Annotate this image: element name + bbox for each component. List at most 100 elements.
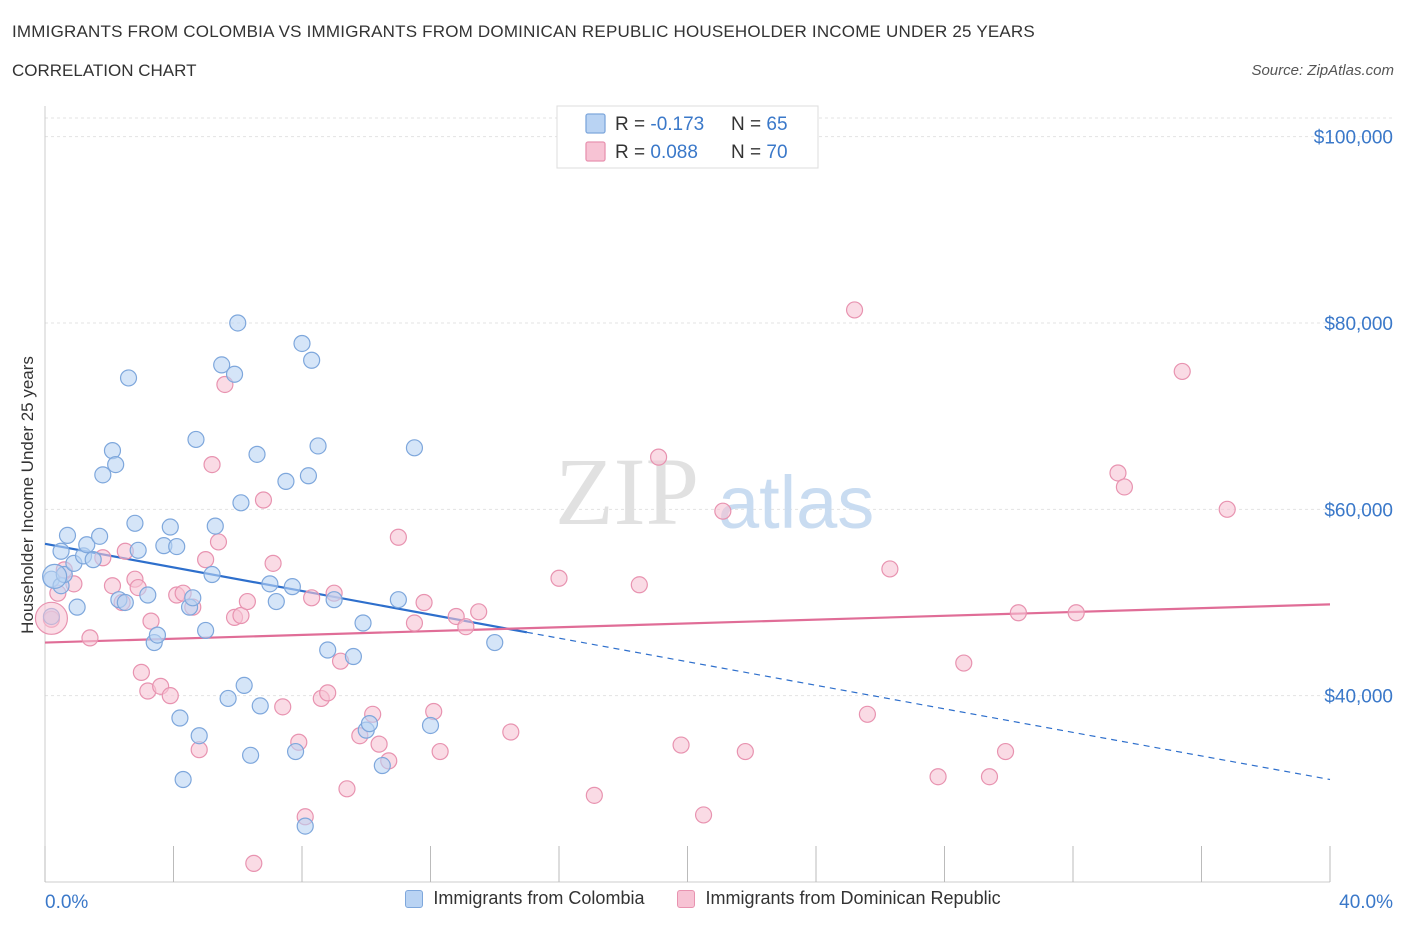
point-colombia (119, 369, 138, 387)
point-dominican-republic (425, 702, 443, 721)
point-colombia (139, 586, 157, 604)
point-dominican-republic (81, 629, 99, 647)
point-colombia (421, 716, 440, 735)
point-colombia (229, 314, 247, 332)
point-colombia (354, 614, 372, 632)
point-dominican-republic (431, 742, 449, 761)
point-dominican-republic-large (34, 601, 69, 635)
stats-swatch-pink (585, 141, 606, 162)
point-colombia (344, 647, 362, 666)
point-dominican-republic (370, 735, 388, 753)
point-dominican-republic (232, 606, 250, 625)
point-colombia (126, 514, 144, 532)
point-dominican-republic (502, 723, 520, 741)
point-dominican-republic (303, 589, 321, 607)
point-dominican-republic (238, 592, 256, 611)
point-dominican-republic (405, 614, 424, 632)
stats-r-value: 0.088 (650, 142, 698, 163)
point-dominican-republic (845, 301, 864, 319)
stats-r-label: R = (615, 114, 650, 135)
point-colombia (52, 542, 70, 560)
point-colombia (184, 589, 202, 607)
point-dominican-republic (1009, 604, 1027, 622)
point-colombia (325, 591, 343, 609)
axes (44, 106, 1331, 883)
y-tick-label: $40,000 (1324, 687, 1393, 708)
point-colombia (296, 817, 314, 835)
point-colombia (58, 526, 77, 545)
chart-title: IMMIGRANTS FROM COLOMBIA VS IMMIGRANTS F… (12, 22, 1035, 41)
point-colombia (248, 445, 266, 463)
point-colombia (161, 518, 179, 536)
legend: Immigrants from Colombia Immigrants from… (0, 888, 1406, 913)
point-colombia (286, 742, 305, 761)
point-dominican-republic (980, 768, 999, 786)
point-colombia-large (42, 563, 68, 590)
stats-n-value: 65 (766, 114, 787, 135)
point-dominican-republic (161, 687, 179, 705)
point-dominican-republic (1173, 362, 1191, 381)
point-colombia (206, 517, 224, 535)
stats-n-label: N = (731, 142, 766, 163)
point-dominican-republic (319, 684, 337, 702)
point-dominican-republic (1109, 464, 1127, 482)
point-dominican-republic (457, 618, 475, 636)
point-dominican-republic (649, 448, 668, 466)
source-label: Source: ZipAtlas.com (1251, 62, 1394, 79)
point-dominican-republic (415, 593, 433, 612)
svg-text:N = 70: N = 70 (731, 142, 788, 163)
point-colombia (148, 626, 167, 644)
watermark: ZIP atlas (555, 438, 874, 545)
stats-n-label: N = (731, 114, 766, 135)
point-dominican-republic (929, 768, 947, 786)
legend-label: Immigrants from Colombia (433, 888, 645, 908)
point-dominican-republic (209, 533, 228, 551)
point-dominican-republic (955, 654, 973, 672)
watermark-zip: ZIP (555, 438, 699, 545)
legend-item-dominican-republic[interactable]: Immigrants from Dominican Republic (677, 888, 1001, 909)
x-tick-labels: 0.0% 40.0% (45, 892, 1393, 913)
point-colombia (303, 351, 321, 369)
point-colombia (251, 697, 269, 715)
point-colombia (171, 709, 189, 727)
point-dominican-republic (996, 742, 1015, 761)
point-dominican-republic (858, 705, 877, 723)
point-dominican-republic (142, 612, 160, 630)
watermark-atlas: atlas (718, 461, 874, 544)
point-dominican-republic (274, 698, 292, 716)
point-colombia (68, 598, 86, 616)
trend-line-colombia-extension (526, 631, 1331, 781)
point-colombia (187, 430, 205, 449)
y-tick-label: $60,000 (1324, 500, 1393, 521)
point-colombia (174, 770, 192, 789)
point-colombia (190, 727, 208, 745)
chart-subtitle: CORRELATION CHART (12, 61, 197, 80)
point-dominican-republic (264, 554, 282, 572)
point-colombia (225, 365, 244, 383)
point-colombia (277, 472, 295, 490)
point-colombia (129, 541, 147, 559)
point-dominican-republic (203, 455, 221, 474)
point-colombia (94, 466, 112, 484)
y-tick-label: $80,000 (1324, 314, 1393, 335)
point-dominican-republic (714, 502, 732, 520)
svg-text:N = 65: N = 65 (731, 114, 788, 135)
point-colombia (299, 467, 318, 485)
point-dominican-republic (585, 786, 603, 804)
point-colombia (232, 494, 250, 512)
legend-item-colombia[interactable]: Immigrants from Colombia (405, 888, 644, 909)
point-dominican-republic (694, 806, 713, 824)
point-colombia (116, 593, 134, 612)
point-colombia (242, 746, 260, 764)
point-colombia (309, 437, 327, 455)
point-dominican-republic (103, 577, 122, 595)
point-colombia (319, 641, 337, 659)
legend-swatch-blue (405, 889, 424, 908)
svg-text:R = 0.088: R = 0.088 (615, 142, 698, 163)
point-colombia (486, 633, 504, 652)
point-dominican-republic (389, 528, 407, 546)
point-colombia (197, 621, 215, 640)
point-dominican-republic (470, 603, 488, 621)
point-colombia (261, 575, 279, 593)
point-colombia (235, 676, 253, 695)
